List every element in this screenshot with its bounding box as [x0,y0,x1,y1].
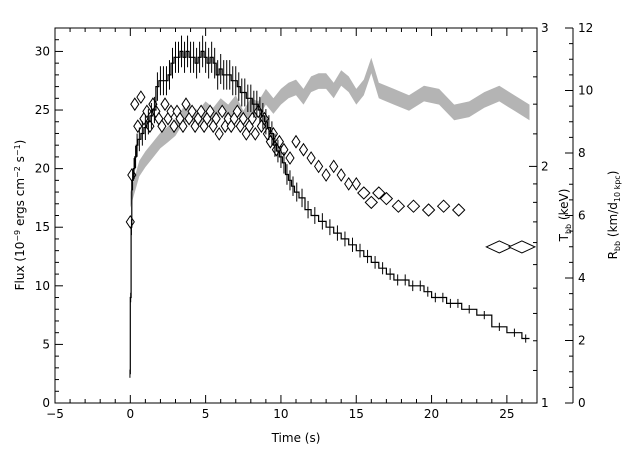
temperature-point [285,151,295,165]
temperature-axis-title: Tbb (keV) [557,189,573,243]
radius-band [130,57,530,208]
x-tick-label: −5 [46,407,64,421]
temperature-point [421,203,436,217]
temperature-point [238,111,248,126]
temperature-point [336,168,346,182]
temperature-point [217,104,227,119]
temperature-point [364,195,379,210]
flux-tick-label: 0 [42,396,50,410]
radius-tick-label: 2 [578,334,586,348]
temperature-point [329,159,339,174]
flux-tick-label: 5 [42,337,50,351]
temperature-point [232,104,242,119]
temperature-point [157,119,167,134]
temperature-point [372,186,386,200]
radius-tick-label: 0 [578,396,586,410]
temperature-point [351,176,361,191]
temperature-point [214,126,224,141]
radius-axis-title: Rbb (km/d10 kpc) [606,171,622,260]
radius-tick-label: 12 [578,21,593,35]
temperature-point [178,119,188,134]
radius-tick-label: 10 [578,84,593,98]
flux-axis-title: Flux (10−9 ergs cm−2 s−1) [13,140,27,291]
temperature-point [357,186,371,200]
flux-tick-label: 30 [35,44,50,58]
temperature-point [406,199,421,213]
temperature-point [130,97,140,112]
temperature-point [160,97,170,112]
temperature-point [379,191,394,206]
temperature-point [187,104,197,119]
temperature-point [291,134,301,149]
flux-tick-label: 10 [35,279,50,293]
temperature-point [321,168,331,182]
temperature-point [169,119,179,134]
temperature-point [241,126,251,141]
temperature-tick-label: 1 [541,396,549,410]
flux-tick-label: 15 [35,220,50,234]
radius-tick-label: 8 [578,146,586,160]
temperature-tick-label: 3 [541,21,549,35]
temperature-point [313,159,324,174]
flux-series [129,35,530,378]
temperature-point [211,111,221,126]
temperature-point [279,142,289,157]
temperature-point [451,203,466,217]
temperature-point [391,199,406,213]
x-tick-label: 15 [349,407,364,421]
flux-tick-label: 20 [35,162,50,176]
temperature-point [181,97,191,112]
temperature-point [436,199,451,213]
x-tick-label: 0 [126,407,134,421]
radius-tick-label: 6 [578,209,586,223]
x-tick-label: 25 [499,407,514,421]
x-tick-label: 20 [424,407,439,421]
temperature-point [196,104,206,119]
temperature-point [136,90,146,105]
temperature-tick-label: 2 [541,159,549,173]
temperature-point [306,151,316,165]
temperature-point [250,126,260,141]
temperature-point [298,142,309,157]
x-tick-label: 10 [273,407,288,421]
temperature-point [507,240,537,254]
radius-series [130,57,530,208]
temperature-point [205,104,215,119]
flux-tick-label: 25 [35,103,50,117]
x-axis-title: Time (s) [271,431,321,445]
radius-tick-label: 4 [578,271,586,285]
x-tick-label: 5 [202,407,210,421]
